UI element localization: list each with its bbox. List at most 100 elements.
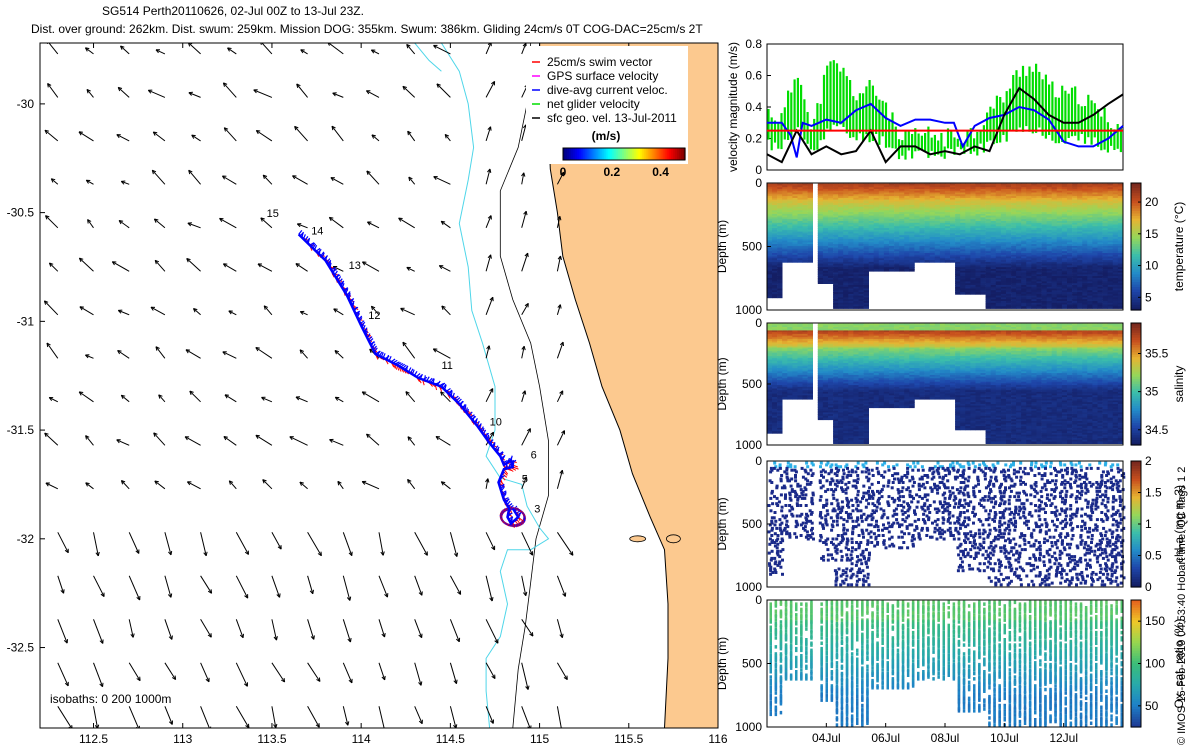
- current-arrowhead: [189, 390, 192, 396]
- current-arrow: [118, 220, 130, 229]
- current-arrow: [200, 706, 210, 728]
- current-arrowhead: [366, 170, 371, 173]
- current-arrowhead: [207, 634, 212, 638]
- current-arrowhead: [158, 394, 163, 397]
- current-arrowhead: [152, 131, 156, 136]
- current-arrowhead: [456, 679, 458, 684]
- current-arrowhead: [260, 217, 265, 220]
- section-cell: [960, 292, 966, 295]
- current-arrowhead: [121, 480, 126, 483]
- current-arrowhead: [299, 481, 302, 486]
- current-arrow: [164, 575, 172, 598]
- current-arrowhead: [45, 215, 48, 220]
- current-arrowhead: [296, 83, 299, 89]
- island-rottnest: [629, 535, 647, 543]
- current-arrow: [262, 174, 273, 185]
- current-arrowhead: [116, 134, 120, 139]
- map-y-tick-label: -32.5: [7, 641, 35, 655]
- current-arrowhead: [147, 89, 152, 94]
- day-label: 6: [531, 449, 537, 461]
- current-arrow: [164, 532, 172, 556]
- current-arrowhead: [296, 223, 301, 228]
- current-arrow: [329, 439, 344, 446]
- current-arrow: [307, 575, 314, 594]
- map-y-tick-label: -31: [17, 314, 35, 328]
- section-cell: [965, 292, 971, 295]
- current-arrowhead: [330, 177, 334, 182]
- section-cell: [929, 260, 936, 263]
- map-plot: 1514131211106534h112.5113113.5114114.511…: [7, 41, 728, 746]
- map-y-tick-label: -31.5: [7, 423, 35, 437]
- current-arrowhead: [221, 175, 226, 180]
- current-arrow: [329, 216, 344, 229]
- isobaths-label: isobaths: 0 200 1000m: [50, 692, 171, 706]
- section-cell: [944, 260, 951, 263]
- current-arrow: [224, 394, 237, 403]
- current-arrowhead: [43, 300, 47, 305]
- section-cell: [863, 306, 869, 309]
- section-cell: [817, 281, 824, 284]
- current-arrowhead: [153, 432, 156, 437]
- current-arrowhead: [188, 92, 192, 96]
- current-arrowhead: [456, 552, 459, 557]
- current-arrowhead: [120, 45, 125, 48]
- current-arrow: [371, 49, 380, 55]
- section-cell: [975, 292, 981, 295]
- current-arrow: [121, 180, 130, 185]
- current-arrowhead: [207, 590, 212, 594]
- velocity-y-tick-label: 0: [755, 163, 762, 177]
- current-arrowhead: [273, 724, 277, 728]
- current-arrowhead: [337, 481, 340, 486]
- current-arrow: [342, 575, 351, 601]
- current-arrowhead: [48, 262, 52, 267]
- current-arrowhead: [296, 83, 301, 87]
- current-arrowhead: [170, 550, 173, 555]
- current-arrowhead: [48, 397, 53, 402]
- current-arrow: [117, 87, 130, 98]
- current-arrow: [223, 263, 237, 272]
- current-arrowhead: [255, 130, 259, 135]
- section-cell: [807, 260, 813, 263]
- current-arrowhead: [79, 391, 84, 393]
- current-arrow: [164, 706, 173, 725]
- current-arrowhead: [154, 218, 159, 221]
- current-arrow: [57, 706, 73, 728]
- current-arrow: [153, 432, 166, 446]
- velocity-y-tick-label: 0.4: [745, 100, 762, 114]
- current-arrowhead: [283, 678, 286, 683]
- current-arrow: [116, 134, 130, 142]
- current-arrowhead: [361, 261, 366, 266]
- current-arrow: [228, 480, 237, 490]
- current-arrowhead: [60, 590, 64, 594]
- current-arrowhead: [334, 350, 337, 355]
- current-arrow: [187, 222, 201, 229]
- current-arrow: [150, 306, 166, 316]
- current-arrow: [93, 662, 104, 687]
- current-arrowhead: [47, 83, 49, 88]
- section-cell: [919, 260, 925, 263]
- current-arrow: [289, 436, 308, 446]
- current-arrowhead: [295, 263, 300, 265]
- current-arrow: [253, 89, 273, 98]
- current-arrowhead: [154, 480, 158, 485]
- velocity-y-tick-label: 0.8: [745, 37, 762, 51]
- current-arrow: [79, 257, 94, 272]
- map-y-tick-label: -30.5: [7, 206, 35, 220]
- section-cell: [955, 292, 961, 295]
- current-arrowhead: [256, 130, 261, 132]
- isobath-1000m-north: [414, 43, 442, 72]
- current-arrowhead: [260, 41, 264, 43]
- current-arrowhead: [186, 481, 191, 486]
- current-arrowhead: [262, 174, 265, 180]
- section-cell: [792, 260, 798, 263]
- section-cell: [787, 260, 793, 263]
- current-arrowhead: [120, 394, 124, 400]
- current-arrowhead: [222, 82, 225, 87]
- section-cell: [1067, 306, 1073, 309]
- current-arrow: [193, 308, 201, 316]
- current-arrow: [335, 396, 344, 403]
- section-cell: [1036, 306, 1042, 309]
- current-arrow: [154, 218, 166, 229]
